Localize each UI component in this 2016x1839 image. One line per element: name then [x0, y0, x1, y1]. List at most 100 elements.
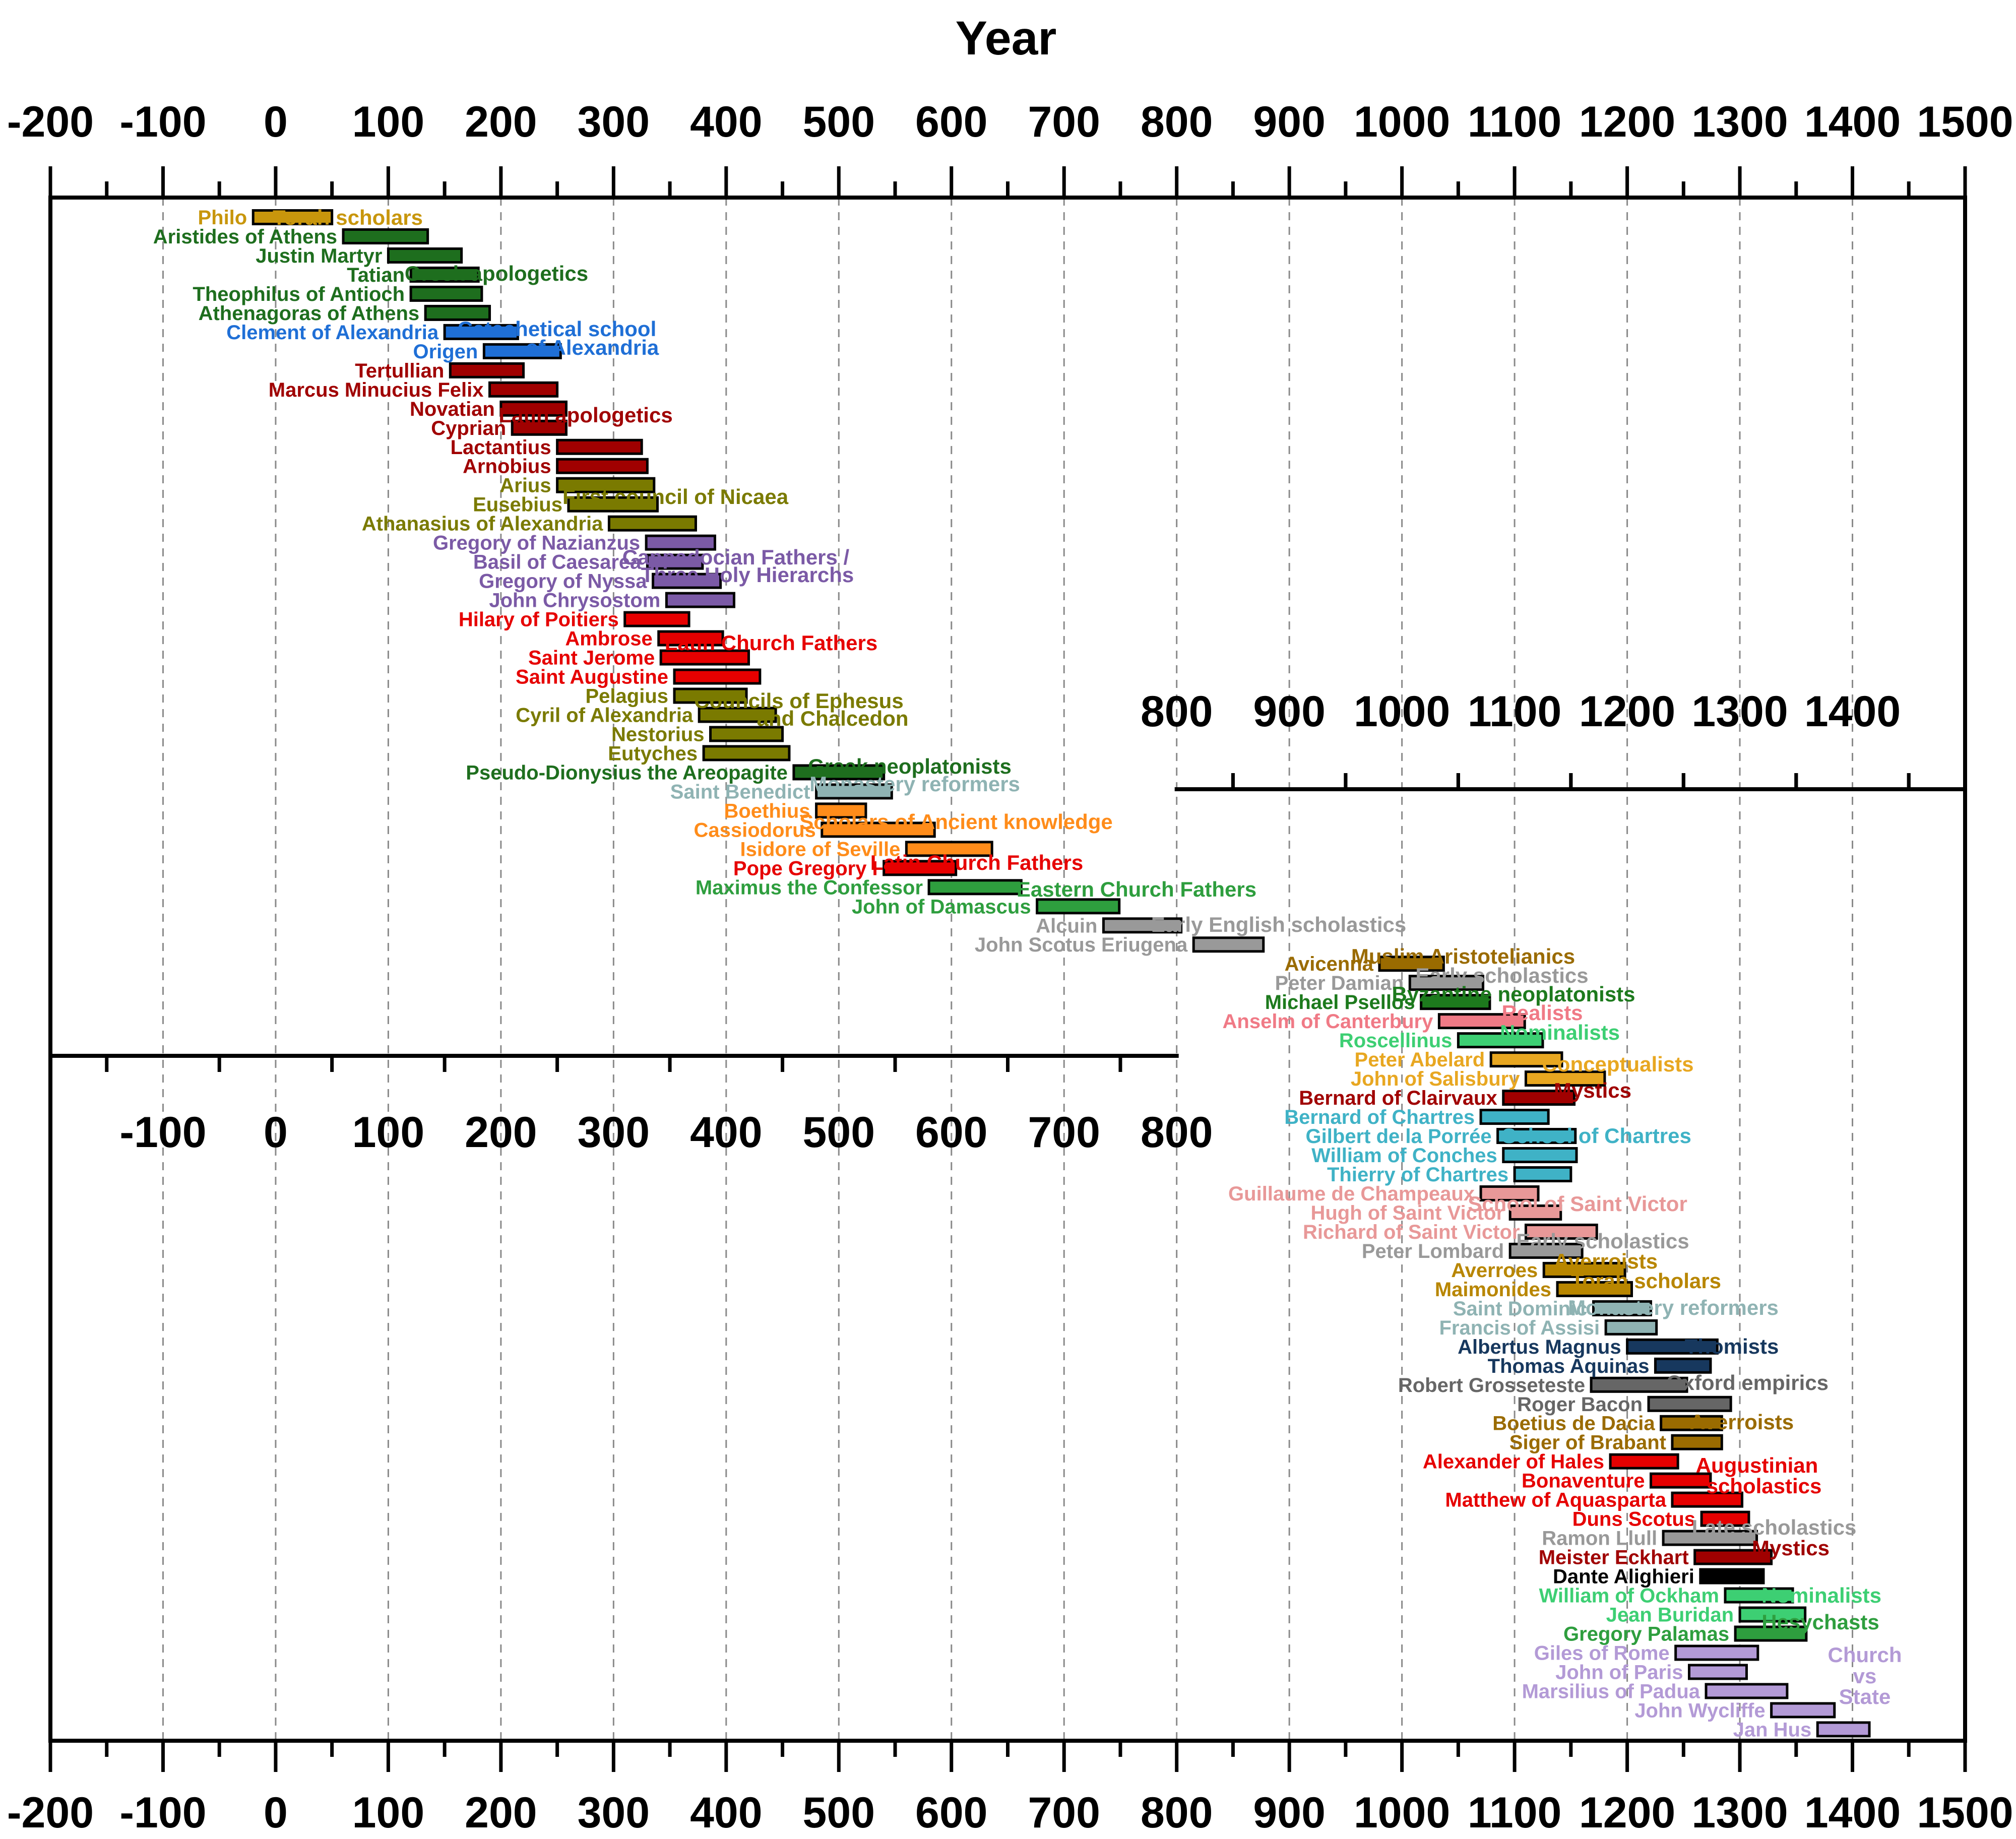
- bar-cassiodorus: [821, 821, 936, 838]
- inner-upper-tick-label: 900: [1253, 687, 1326, 736]
- top-tick-label: 400: [690, 98, 763, 146]
- label-jan-hus: Jan Hus: [1733, 1719, 1812, 1741]
- bar-robert-grosseteste: [1590, 1376, 1688, 1393]
- label-aristides-of-athens: Aristides of Athens: [153, 226, 337, 248]
- bar-alcuin: [1102, 917, 1183, 934]
- bar-nestorius: [709, 726, 784, 742]
- bar-dante-alighieri: [1699, 1568, 1765, 1584]
- label-gilbert-de-la-porr-e: Gilbert de la Porrée: [1306, 1125, 1492, 1148]
- bar-clement-of-alexandria: [443, 324, 519, 340]
- bar-saint-augustine: [673, 668, 762, 685]
- label-john-of-salisbury: John of Salisbury: [1351, 1068, 1520, 1090]
- inner-upper-tick-label: 1200: [1579, 687, 1675, 736]
- label-origen: Origen: [413, 341, 478, 363]
- top-tick-label: 1500: [1917, 98, 2013, 146]
- label-duns-scotus: Duns Scotus: [1572, 1508, 1695, 1531]
- inner-upper-tick-label: 1100: [1468, 687, 1562, 736]
- inner-lower-tick-label: 100: [352, 1108, 425, 1157]
- bar-cyril-of-alexandria: [698, 707, 777, 723]
- group-label-and-chalcedon: and Chalcedon: [757, 707, 908, 730]
- group-label-scholars-of-ancient-knowledge: Scholars of Ancient knowledge: [799, 810, 1113, 834]
- group-label-latin-church-fathers: Latin Church Fathers: [870, 851, 1083, 874]
- label-peter-lombard: Peter Lombard: [1362, 1240, 1504, 1262]
- group-label-muslim-aristotelianics: Muslim Aristotelianics: [1351, 944, 1575, 968]
- label-john-scotus-eriugena: John Scotus Eriugena: [975, 934, 1188, 956]
- label-isidore-of-seville: Isidore of Seville: [740, 838, 900, 860]
- label-eutyches: Eutyches: [608, 742, 698, 765]
- bottom-tick-label: 1200: [1579, 1789, 1675, 1837]
- label-siger-of-brabant: Siger of Brabant: [1509, 1432, 1666, 1454]
- bottom-tick-label: 600: [915, 1789, 988, 1837]
- bar-avicenna: [1378, 956, 1445, 972]
- label-novatian: Novatian: [410, 398, 495, 420]
- label-saint-benedict: Saint Benedict: [670, 781, 810, 803]
- bar-john-chrysostom: [665, 592, 735, 608]
- label-avicenna: Avicenna: [1285, 953, 1374, 975]
- bottom-tick-label: -100: [119, 1789, 206, 1837]
- bar-eusebius: [567, 496, 659, 513]
- bar-aristides-of-athens: [342, 228, 429, 244]
- label-roscellinus: Roscellinus: [1339, 1030, 1453, 1052]
- bar-basil-of-caesarea: [646, 553, 704, 570]
- bottom-tick-label: 1300: [1691, 1789, 1788, 1837]
- group-label-monastery-reformers: Monastery reformers: [1568, 1296, 1779, 1319]
- bar-john-wycliffe: [1770, 1702, 1836, 1719]
- bar-john-scotus-eriugena: [1192, 936, 1265, 953]
- label-thierry-of-chartres: Thierry of Chartres: [1327, 1164, 1508, 1186]
- bar-john-of-paris: [1687, 1664, 1748, 1680]
- bar-william-of-conches: [1502, 1147, 1578, 1164]
- axis-ticks: [48, 166, 1967, 1772]
- top-tick-label: 1200: [1579, 98, 1675, 146]
- label-saint-dominic: Saint Dominic: [1453, 1298, 1588, 1320]
- label-ambrose: Ambrose: [565, 628, 652, 650]
- top-tick-label: -100: [119, 98, 206, 146]
- label-pelagius: Pelagius: [586, 685, 669, 708]
- bar-philo: [251, 209, 334, 225]
- label-alcuin: Alcuin: [1036, 915, 1097, 937]
- bar-ambrose: [657, 630, 724, 647]
- label-clement-of-alexandria: Clement of Alexandria: [226, 322, 439, 344]
- group-label-catechetical-school: Catechetical school: [458, 317, 656, 341]
- label-john-of-damascus: John of Damascus: [852, 896, 1031, 918]
- top-tick-label: 800: [1141, 98, 1213, 146]
- bar-ramon-llull: [1662, 1530, 1758, 1546]
- label-michael-psellos: Michael Psellos: [1265, 991, 1415, 1013]
- label-saint-jerome: Saint Jerome: [528, 647, 655, 669]
- label-maimonides: Maimonides: [1435, 1279, 1551, 1301]
- bar-pelagius: [673, 687, 748, 704]
- label-basil-of-caesarea: Basil of Caesarea: [473, 551, 642, 574]
- group-annotations: Torah scholars Greek apologetics Catecheti…: [273, 206, 1902, 1708]
- group-label-greek-neoplatonists: Greek neoplatonists: [808, 754, 1012, 778]
- group-label-realists: Realists: [1501, 1001, 1583, 1025]
- bottom-tick-label: 300: [578, 1789, 650, 1837]
- bottom-tick-label: 800: [1141, 1789, 1213, 1837]
- bar-john-of-salisbury: [1524, 1070, 1606, 1087]
- bar-cyprian: [511, 419, 568, 436]
- bar-maimonides: [1556, 1281, 1633, 1297]
- bar-gregory-palamas: [1734, 1625, 1808, 1642]
- group-label-latin-church-fathers: Latin Church Fathers: [665, 631, 877, 655]
- label-alexander-of-hales: Alexander of Hales: [1423, 1451, 1604, 1473]
- group-label-church: Church: [1828, 1643, 1902, 1667]
- label-thomas-aquinas: Thomas Aquinas: [1488, 1355, 1650, 1377]
- group-label-vs: vs: [1853, 1664, 1877, 1688]
- label-jean-buridan: Jean Buridan: [1606, 1604, 1734, 1626]
- bar-thomas-aquinas: [1654, 1357, 1712, 1374]
- bar-siger-of-brabant: [1671, 1434, 1723, 1450]
- label-justin-martyr: Justin Martyr: [256, 245, 382, 267]
- bar-athenagoras-of-athens: [424, 304, 491, 321]
- bar-matthew-of-aquasparta: [1671, 1491, 1744, 1508]
- label-boetius-de-dacia: Boetius de Dacia: [1492, 1413, 1655, 1435]
- inner-lower-tick-label: 800: [1141, 1108, 1213, 1157]
- bar-justin-martyr: [387, 247, 463, 264]
- group-label-monastery-reformers: Monastery reformers: [809, 772, 1020, 796]
- bar-meister-eckhart: [1693, 1549, 1773, 1565]
- label-boethius: Boethius: [724, 800, 810, 822]
- group-label-latin-apologetics: Latin apologetics: [498, 403, 672, 427]
- group-label-oxford-empirics: Oxford empirics: [1666, 1371, 1829, 1394]
- label-pope-gregory-i: Pope Gregory I: [733, 857, 878, 879]
- group-label-greek-apologetics: Greek apologetics: [405, 262, 588, 285]
- label-dante-alighieri: Dante Alighieri: [1553, 1566, 1694, 1588]
- top-tick-label: 200: [465, 98, 537, 146]
- bar-guillaume-de-champeaux: [1479, 1185, 1540, 1201]
